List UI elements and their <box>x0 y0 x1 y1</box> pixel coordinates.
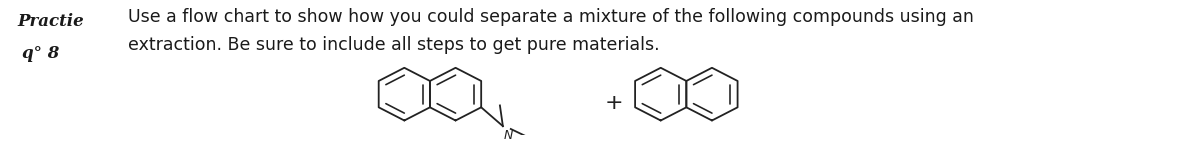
Text: Use a flow chart to show how you could separate a mixture of the following compo: Use a flow chart to show how you could s… <box>128 8 974 26</box>
Text: extraction. Be sure to include all steps to get pure materials.: extraction. Be sure to include all steps… <box>128 36 660 54</box>
Text: +: + <box>605 93 624 113</box>
Text: Practie: Practie <box>18 13 84 30</box>
Text: N: N <box>504 129 514 142</box>
Text: q° 8: q° 8 <box>22 45 59 62</box>
